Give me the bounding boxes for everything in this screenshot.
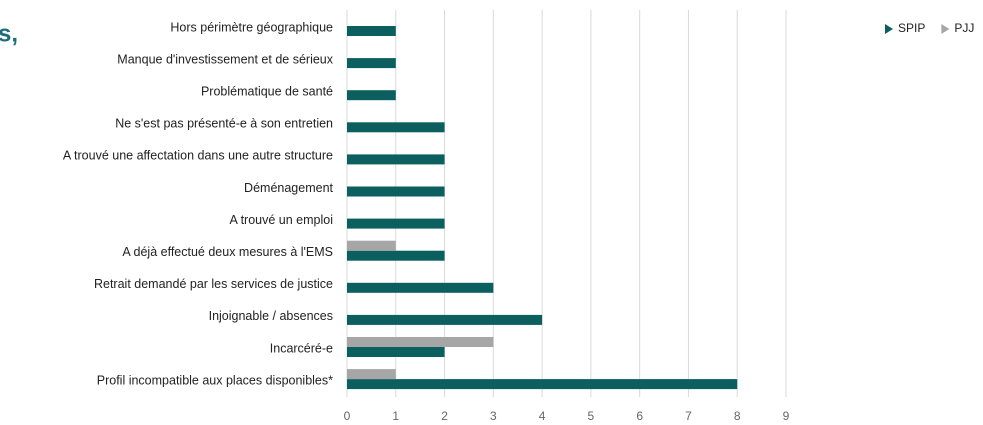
y-tick-label: Profil incompatible aux places disponibl… [97, 373, 333, 387]
legend-label: SPIP [898, 21, 925, 35]
bar [347, 337, 494, 347]
y-tick-label: Manque d'investissement et de sérieux [117, 52, 333, 66]
bar [347, 282, 494, 293]
x-tick-label: 8 [734, 409, 741, 423]
bar [347, 154, 445, 165]
bar [347, 379, 738, 390]
bar [347, 369, 396, 380]
y-tick-label: Injoignable / absences [209, 309, 333, 323]
y-tick-label: Retrait demandé par les services de just… [94, 277, 333, 291]
bar [347, 250, 445, 261]
x-tick-label: 4 [539, 409, 546, 423]
bar [347, 218, 445, 229]
x-tick-label: 5 [588, 409, 595, 423]
y-tick-label: A déjà effectué deux mesures à l'EMS [122, 245, 333, 259]
bar [347, 122, 445, 133]
bar [347, 26, 396, 36]
x-tick-label: 0 [344, 409, 351, 423]
x-tick-label: 3 [490, 409, 497, 423]
bar [347, 186, 445, 197]
y-tick-label: Incarcéré-e [270, 341, 333, 355]
bar [347, 347, 445, 357]
y-tick-label: Ne s'est pas présenté-e à son entretien [115, 117, 333, 131]
x-tick-label: 6 [636, 409, 643, 423]
bar [347, 240, 396, 251]
bar [347, 90, 396, 101]
y-tick-label: Hors périmètre géographique [170, 20, 333, 34]
chart-title: s, [0, 20, 18, 47]
y-tick-label: A trouvé une affectation dans une autre … [63, 149, 333, 163]
x-tick-label: 2 [441, 409, 448, 423]
bar [347, 314, 543, 325]
x-tick-label: 9 [783, 409, 790, 423]
x-tick-label: 7 [685, 409, 692, 423]
x-tick-label: 1 [392, 409, 399, 423]
y-tick-label: Déménagement [244, 181, 333, 195]
legend-marker [885, 24, 893, 34]
y-tick-label: A trouvé un emploi [229, 213, 333, 227]
bar [347, 58, 396, 69]
legend-label: PJJ [954, 21, 974, 35]
y-tick-label: Problématique de santé [201, 84, 333, 98]
legend-marker [941, 24, 950, 34]
